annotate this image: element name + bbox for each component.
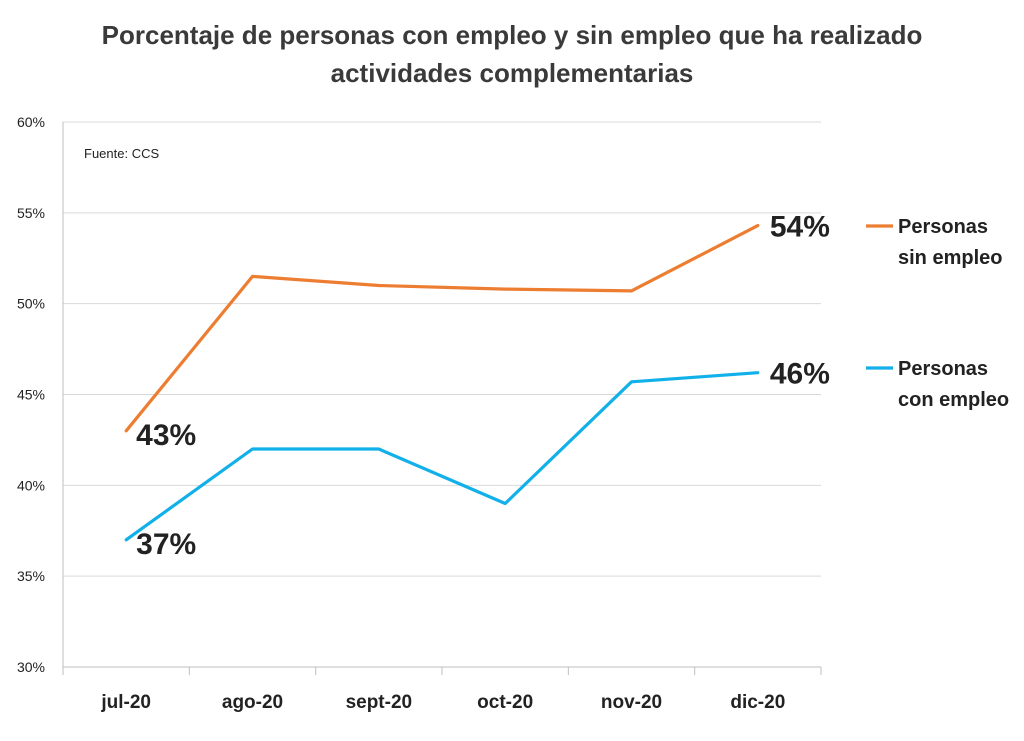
y-tick-label: 55%	[17, 205, 45, 221]
x-tick-label: dic-20	[730, 692, 785, 713]
y-tick-label: 35%	[17, 568, 45, 584]
source-note: Fuente: CCS	[84, 146, 159, 161]
data-label: 37%	[136, 528, 196, 561]
data-label: 54%	[770, 211, 830, 244]
legend-label: Personas	[898, 358, 988, 380]
x-tick-label: oct-20	[477, 692, 533, 713]
y-tick-label: 30%	[17, 659, 45, 675]
series-line-2	[124, 371, 760, 542]
data-labels: 43% 54% 37% 46%	[136, 211, 830, 561]
chart-title-line-2: actividades complementarias	[331, 58, 694, 88]
x-tick-label: ago-20	[222, 692, 283, 713]
y-tick-label: 45%	[17, 387, 45, 403]
data-label: 46%	[770, 358, 830, 391]
chart-title-line-1: Porcentaje de personas con empleo y sin …	[102, 20, 923, 50]
legend-label: Personas	[898, 216, 988, 238]
y-tick-label: 40%	[17, 477, 45, 493]
gridlines	[63, 121, 821, 668]
x-tick-label: jul-20	[100, 692, 151, 713]
legend-label: sin empleo	[898, 247, 1002, 269]
series-line-1	[124, 224, 760, 433]
legend-label: con empleo	[898, 389, 1009, 411]
x-tick-label: sept-20	[346, 692, 413, 713]
y-tick-label: 60%	[17, 114, 45, 130]
x-tick-label: nov-20	[601, 692, 662, 713]
legend: Personas sin empleo Personas con empleo	[866, 216, 1009, 411]
data-label: 43%	[136, 419, 196, 452]
series-lines	[124, 224, 760, 542]
axes: 30% 35% 40% 45% 50% 55% 60% jul-20 ago-20 sept-20…	[17, 114, 822, 713]
y-tick-label: 50%	[17, 296, 45, 312]
